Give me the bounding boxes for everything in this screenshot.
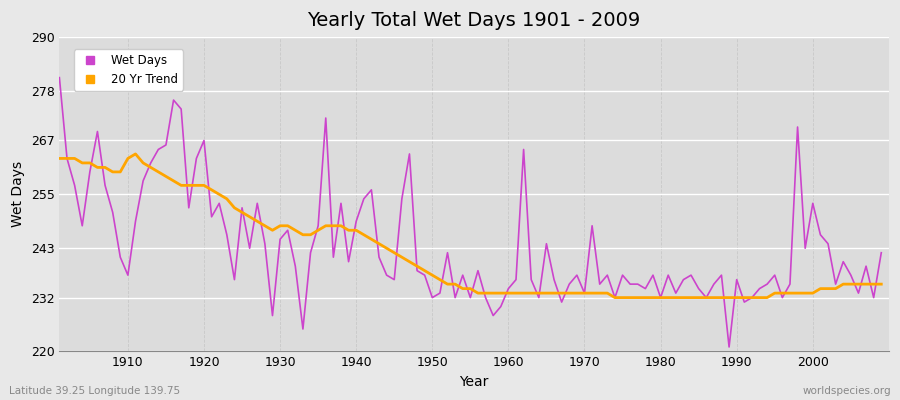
Text: Latitude 39.25 Longitude 139.75: Latitude 39.25 Longitude 139.75 <box>9 386 180 396</box>
Text: worldspecies.org: worldspecies.org <box>803 386 891 396</box>
Title: Yearly Total Wet Days 1901 - 2009: Yearly Total Wet Days 1901 - 2009 <box>308 11 641 30</box>
X-axis label: Year: Year <box>460 375 489 389</box>
Y-axis label: Wet Days: Wet Days <box>11 161 25 228</box>
Legend: Wet Days, 20 Yr Trend: Wet Days, 20 Yr Trend <box>74 50 183 91</box>
